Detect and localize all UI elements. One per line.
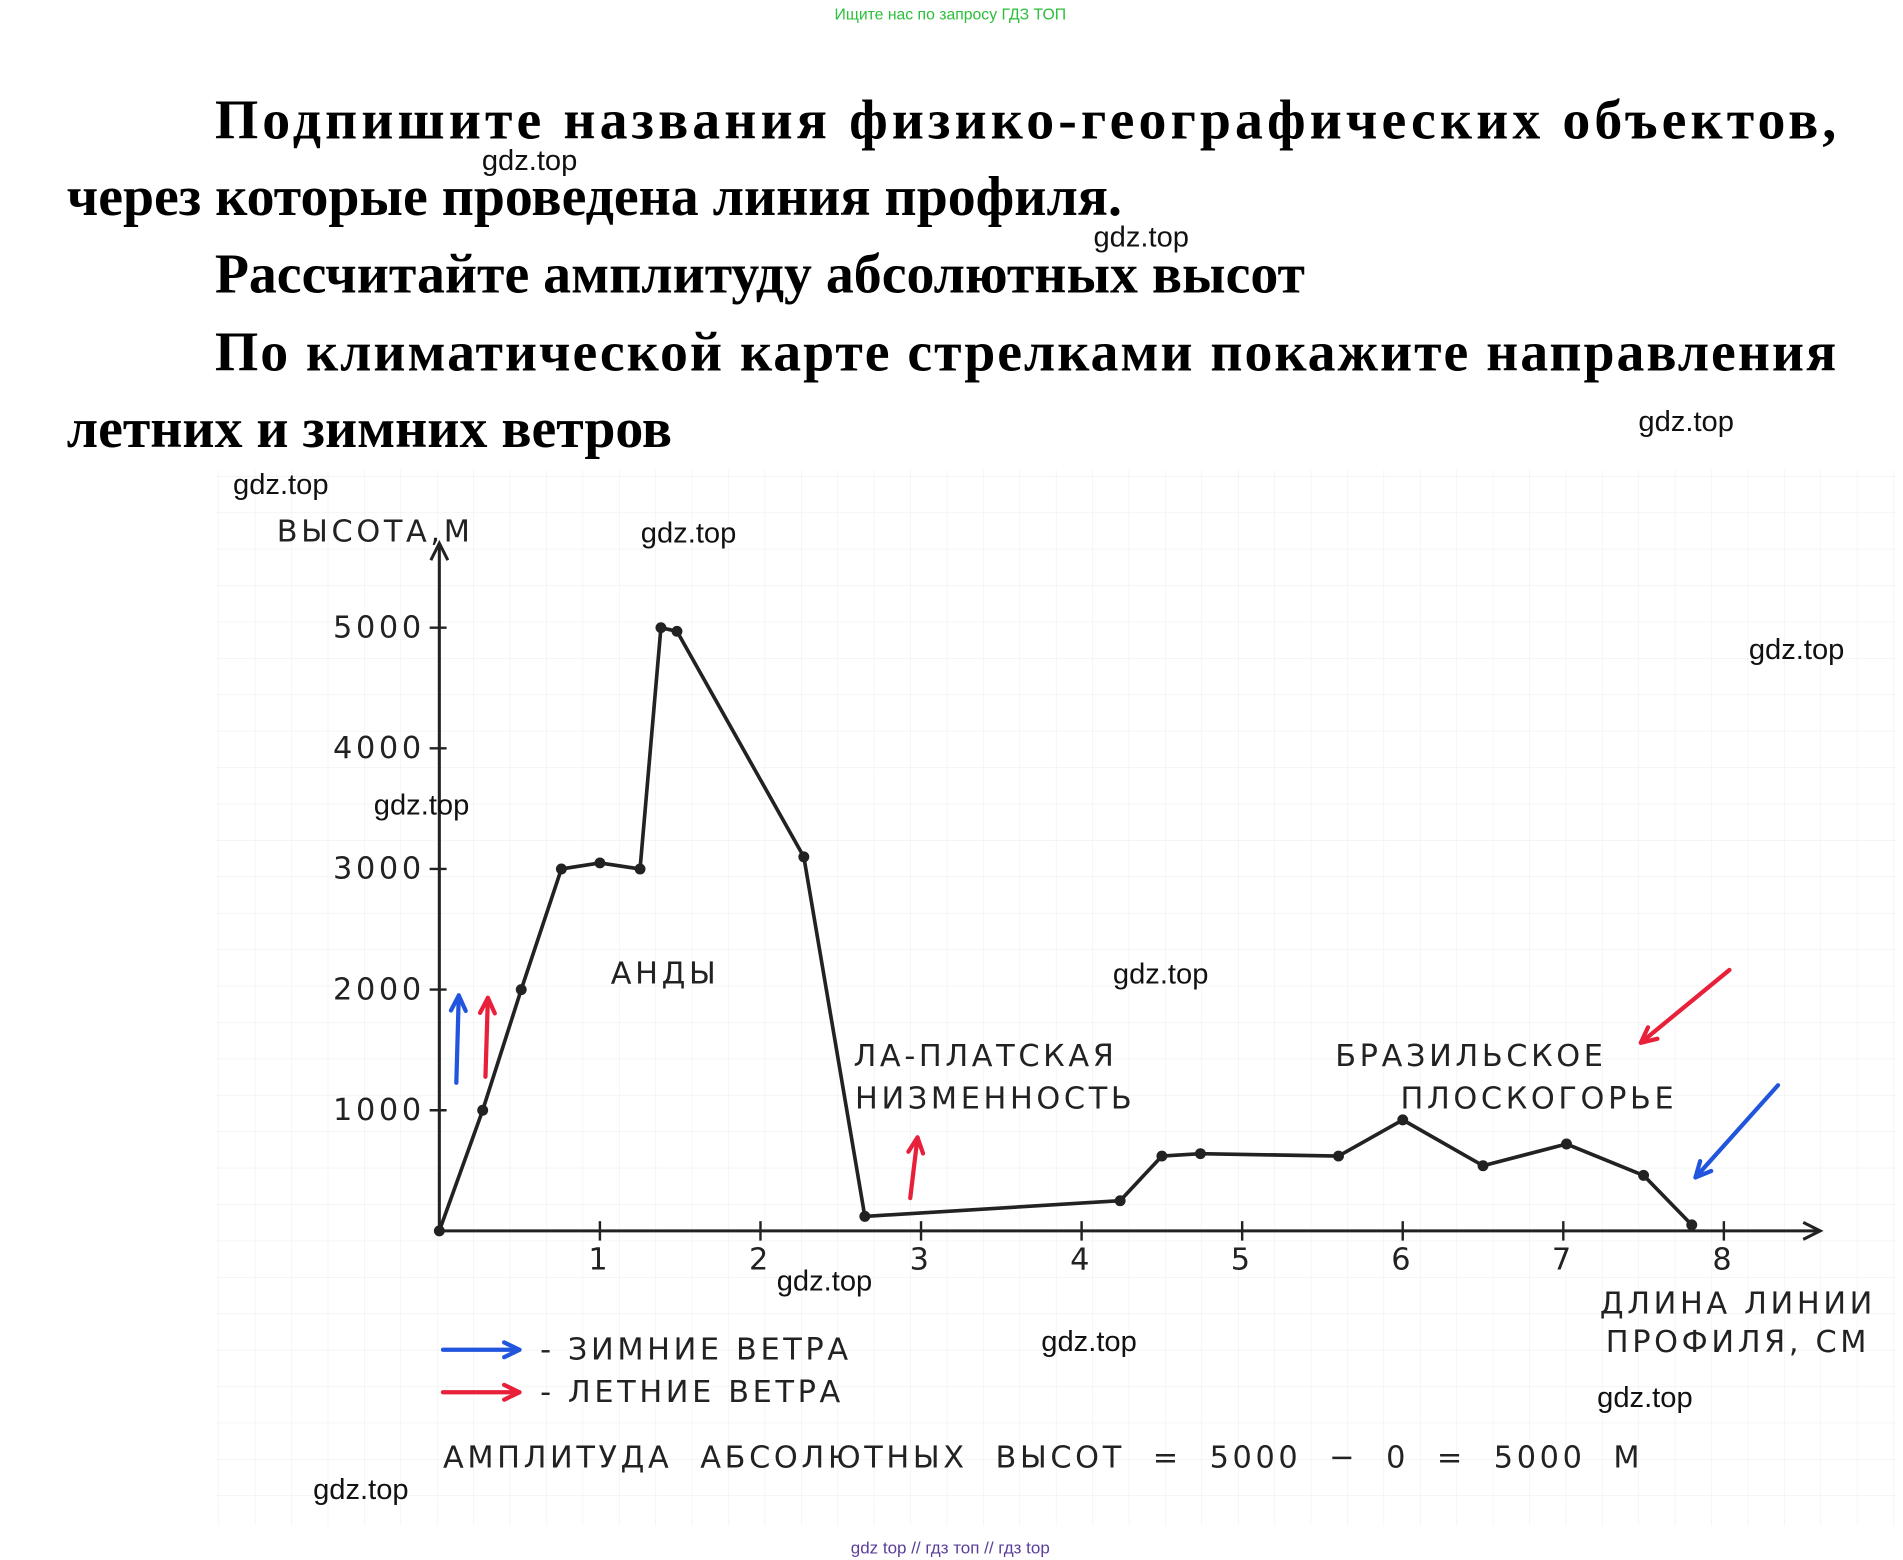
annotation: НИЗМЕННОСТЬ	[855, 1081, 1135, 1116]
legend-label: - ЗИМНИЕ ВЕТРА	[540, 1333, 852, 1368]
annotation: ПЛОСКОГОРЬЕ	[1401, 1081, 1678, 1116]
profile-point	[477, 1104, 489, 1116]
annotation: ЛА-ПЛАТСКАЯ	[853, 1039, 1117, 1074]
footer: gdz top // гдз топ // гдз top	[851, 1539, 1050, 1558]
task-line: через которые проведена линия профиля.	[67, 166, 1122, 228]
watermark: gdz.top	[313, 1474, 409, 1506]
task-line: Подпишите названия физико-географических…	[215, 90, 1836, 152]
profile-point	[1686, 1219, 1698, 1231]
legend-arrow-head	[502, 1382, 522, 1402]
wind-arrow	[454, 993, 461, 1085]
profile-point	[1114, 1195, 1126, 1207]
y-tick-label: 5000	[333, 610, 425, 645]
profile-point	[671, 625, 683, 637]
task-line: Рассчитайте амплитуду абсолютных высот	[215, 244, 1305, 306]
wind-arrow	[483, 995, 491, 1079]
profile-point	[1194, 1148, 1206, 1160]
wind-arrow-head	[1693, 1159, 1714, 1180]
x-tick-label: 5	[1231, 1243, 1254, 1278]
formula: АМПЛИТУДА АБСОЛЮТНЫХ ВЫСОТ = 5000 − 0 = …	[443, 1441, 1643, 1476]
grid-paper	[216, 469, 1897, 1526]
watermark: gdz.top	[1638, 406, 1733, 438]
task-line: летних и зимних ветров	[67, 398, 672, 460]
wind-arrow	[1693, 1083, 1781, 1180]
x-tick-label: 6	[1391, 1243, 1414, 1278]
profile-point	[515, 984, 527, 996]
watermark: gdz.top	[1113, 958, 1209, 990]
watermark: gdz.top	[1093, 222, 1189, 254]
x-tick-label: 7	[1552, 1243, 1575, 1278]
profile-point	[634, 863, 646, 875]
x-axis-label: ДЛИНА ЛИНИИ	[1600, 1286, 1876, 1321]
x-tick-label: 3	[910, 1243, 933, 1278]
watermark: gdz.top	[641, 518, 736, 550]
profile-point	[1477, 1160, 1489, 1172]
profile-point	[1333, 1150, 1344, 1162]
profile-point	[594, 857, 606, 869]
watermark: gdz.top	[374, 790, 470, 822]
x-axis-label: ПРОФИЛЯ, СМ	[1606, 1325, 1870, 1360]
x-axis-arrow	[1802, 1221, 1824, 1241]
watermark: gdz.top	[482, 145, 578, 177]
wind-arrow-head	[1638, 1025, 1660, 1045]
y-axis-arrow	[429, 539, 450, 561]
profile-point	[798, 851, 810, 863]
x-tick-label: 2	[749, 1243, 772, 1278]
y-tick-label: 1000	[333, 1093, 425, 1128]
x-tick-label: 1	[588, 1243, 611, 1278]
watermark: gdz.top	[233, 469, 329, 501]
task-line: По климатической карте стрелками покажит…	[215, 321, 1836, 383]
wind-arrow	[1638, 967, 1732, 1045]
profile-point	[1561, 1138, 1572, 1150]
wind-arrow	[908, 1135, 920, 1201]
profile-point	[433, 1225, 445, 1237]
watermark: gdz.top	[1597, 1382, 1692, 1414]
profile-point	[1638, 1169, 1650, 1181]
wind-arrow-head	[448, 993, 468, 1014]
annotation: АНДЫ	[611, 956, 720, 991]
profile-point	[1397, 1114, 1409, 1126]
banner: Ищите нас по запросу ГДЗ ТОП	[835, 7, 1067, 24]
y-axis-label: ВЫСОТА,М	[277, 515, 474, 550]
wind-arrow-head	[906, 1135, 926, 1156]
profile-point	[1156, 1150, 1168, 1162]
y-tick-label: 3000	[333, 852, 425, 887]
watermark: gdz.top	[1749, 634, 1845, 666]
profile-point	[555, 863, 567, 875]
watermark: gdz.top	[777, 1265, 873, 1297]
annotation: БРАЗИЛЬСКОЕ	[1335, 1039, 1606, 1074]
wind-arrow-head	[477, 995, 497, 1016]
x-tick-label: 8	[1712, 1243, 1735, 1278]
legend-arrow-head	[502, 1340, 522, 1360]
y-tick-label: 4000	[333, 731, 425, 766]
y-tick-label: 2000	[333, 972, 425, 1007]
watermark: gdz.top	[1041, 1326, 1137, 1358]
legend-label: - ЛЕТНИЕ ВЕТРА	[540, 1375, 844, 1410]
profile-point	[859, 1210, 871, 1222]
x-tick-label: 4	[1070, 1243, 1093, 1278]
profile-point	[655, 622, 667, 634]
